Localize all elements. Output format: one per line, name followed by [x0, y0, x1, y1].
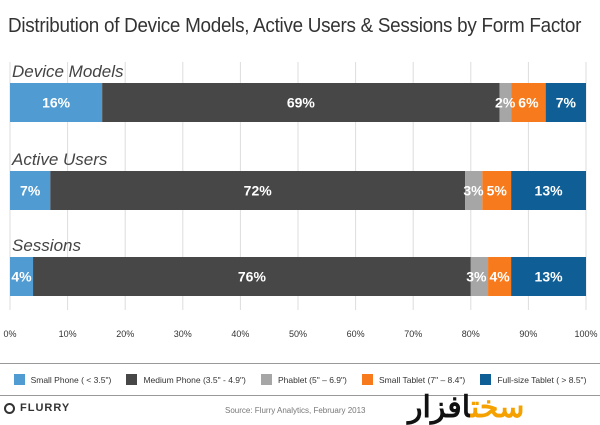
bar-segment	[50, 171, 466, 210]
data-label: 72%	[244, 183, 273, 199]
data-label: 3%	[463, 183, 484, 199]
legend-swatch	[13, 374, 25, 385]
bar-segment	[511, 83, 546, 122]
data-label: 76%	[238, 269, 267, 285]
row-label: Active Users	[11, 150, 108, 169]
flurry-logo: FLURRY	[4, 402, 70, 414]
data-label: 16%	[42, 95, 71, 111]
bar-segment	[102, 83, 500, 122]
watermark: سختافزار	[408, 390, 524, 425]
legend-label: Small Tablet (7" – 8.4")	[379, 374, 466, 385]
x-tick-label: 40%	[231, 329, 249, 339]
legend-label: Medium Phone (3.5" - 4.9")	[143, 374, 246, 385]
data-label: 13%	[535, 183, 564, 199]
data-label: 69%	[287, 95, 316, 111]
data-label: 3%	[466, 269, 487, 285]
x-tick-label: 50%	[289, 329, 307, 339]
x-tick-label: 10%	[59, 329, 77, 339]
data-label: 6%	[518, 95, 539, 111]
brand-name: FLURRY	[20, 402, 71, 414]
x-tick-label: 70%	[404, 329, 422, 339]
legend-item: Small Tablet (7" – 8.4")	[362, 374, 465, 385]
source-note: Source: Flurry Analytics, February 2013	[225, 406, 366, 415]
bar-segment	[511, 171, 586, 210]
chart-title: Distribution of Device Models, Active Us…	[8, 14, 582, 37]
x-tick-label: 60%	[347, 329, 365, 339]
legend-swatch	[362, 374, 373, 385]
legend-label: Phablet (5" – 6.9")	[277, 374, 347, 385]
x-tick-label: 0%	[3, 329, 16, 339]
watermark-part: افزار	[408, 391, 471, 424]
bar-segment	[10, 257, 34, 296]
data-label: 4%	[489, 269, 510, 285]
bar-segment	[10, 171, 51, 210]
bar-segment	[33, 257, 471, 296]
data-label: 5%	[487, 183, 508, 199]
x-tick-label: 100%	[574, 329, 597, 339]
legend-label: Full-size Tablet ( > 8.5")	[497, 374, 587, 385]
x-tick-label: 30%	[174, 329, 192, 339]
watermark-part: سخت	[470, 391, 525, 424]
legend: Small Phone ( < 3.5") Medium Phone (3.5" …	[0, 363, 600, 396]
bar-segment	[470, 257, 489, 296]
data-label: 7%	[20, 183, 41, 199]
row-label: Sessions	[12, 236, 81, 255]
data-label: 7%	[556, 95, 577, 111]
row-label: Device Models	[12, 62, 124, 81]
legend-item: Medium Phone (3.5" - 4.9")	[126, 374, 246, 385]
bar-segment	[511, 257, 586, 296]
bar-segment	[10, 83, 103, 122]
legend-swatch	[126, 374, 138, 385]
data-label: 4%	[11, 269, 32, 285]
x-tick-label: 80%	[462, 329, 480, 339]
legend-item: Full-size Tablet ( > 8.5")	[480, 374, 586, 385]
legend-swatch	[260, 374, 272, 385]
bar-segment	[499, 83, 512, 122]
data-label: 13%	[535, 269, 564, 285]
legend-swatch	[480, 374, 492, 385]
legend-label: Small Phone ( < 3.5")	[30, 374, 112, 385]
bar-segment	[545, 83, 586, 122]
legend-item: Small Phone ( < 3.5")	[13, 374, 112, 385]
bar-segment	[465, 171, 483, 210]
bar-segment	[488, 257, 512, 296]
flurry-logo-icon	[4, 402, 15, 414]
bar-segment	[482, 171, 512, 210]
data-label: 2%	[495, 95, 516, 111]
stacked-bar-chart: 0% 10% 20% 30% 40% 50% 60% 70% 80% 90% 100% Device …	[3, 62, 598, 339]
x-tick-label: 90%	[519, 329, 537, 339]
legend-item: Phablet (5" – 6.9")	[260, 374, 347, 385]
x-tick-label: 20%	[116, 329, 134, 339]
